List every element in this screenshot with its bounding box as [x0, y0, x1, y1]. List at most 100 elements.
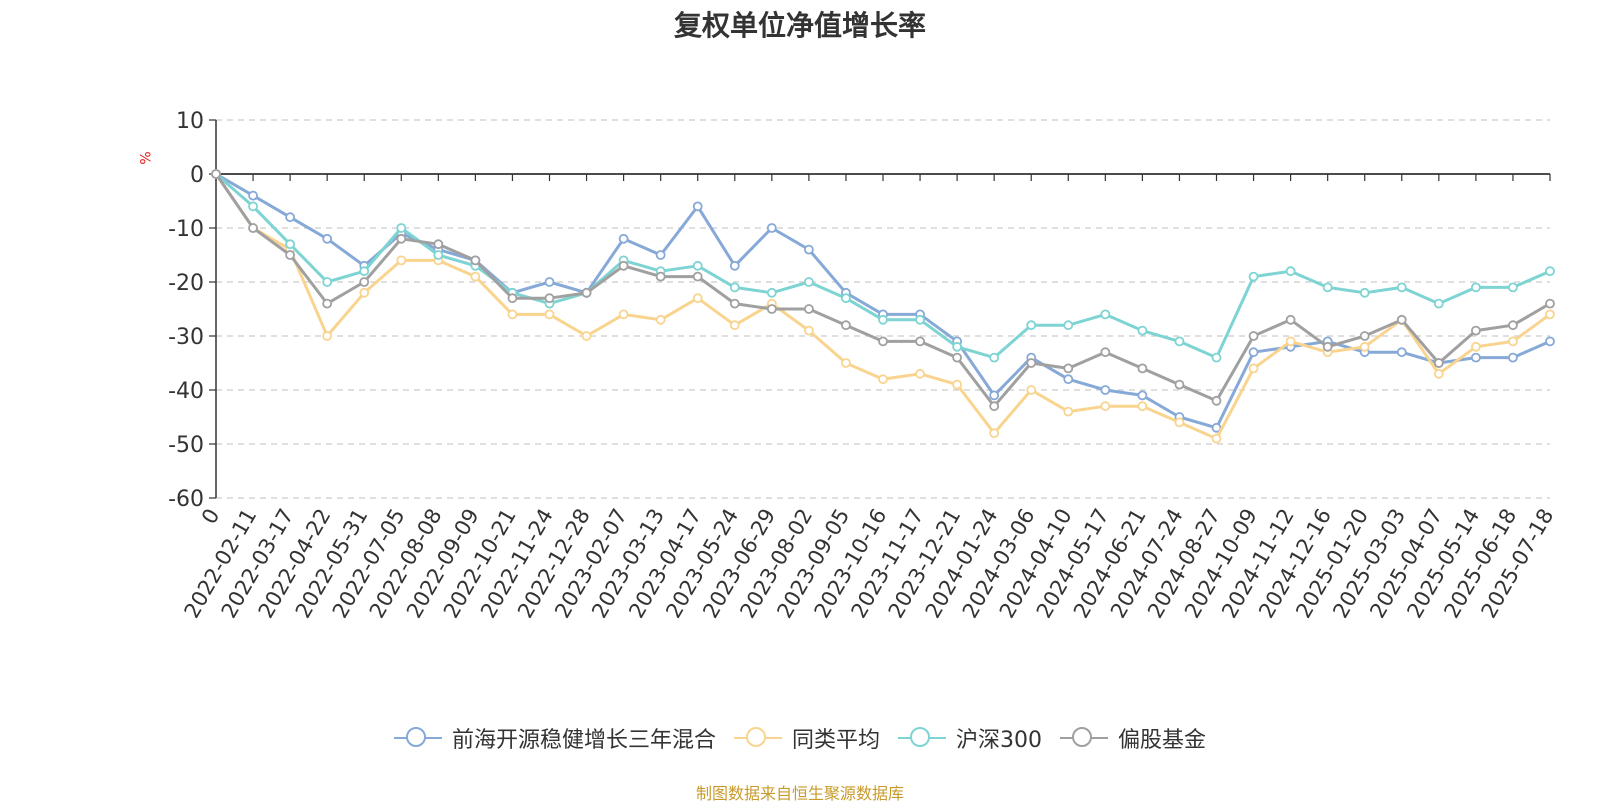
data-point — [248, 190, 258, 201]
data-point — [915, 336, 925, 347]
data-point — [359, 287, 370, 298]
data-point — [618, 260, 629, 271]
data-point — [952, 341, 963, 352]
legend-item-3[interactable]: 沪深300 — [898, 722, 1042, 754]
data-point — [952, 352, 963, 363]
data-point — [841, 358, 851, 368]
data-point — [952, 379, 963, 390]
data-point — [1359, 331, 1370, 341]
data-point — [544, 293, 555, 304]
line-chart: 100-10-20-30-40-50-6002022-02-112022-03-… — [168, 109, 1558, 622]
data-point — [655, 271, 666, 282]
data-point — [581, 287, 592, 298]
data-point — [1248, 331, 1259, 341]
data-point — [285, 212, 296, 223]
data-point — [507, 309, 518, 320]
data-point — [841, 320, 851, 331]
data-point — [359, 277, 370, 287]
data-point — [1026, 320, 1037, 331]
data-point — [1470, 325, 1481, 336]
data-point — [841, 293, 851, 304]
data-point — [1248, 363, 1259, 374]
data-point — [211, 169, 221, 179]
data-point — [396, 223, 407, 233]
data-point — [359, 266, 370, 277]
data-point — [1174, 379, 1185, 390]
data-point — [581, 331, 592, 341]
data-point — [692, 201, 703, 212]
data-point — [1063, 406, 1074, 417]
data-point — [396, 233, 407, 244]
data-point — [1100, 347, 1111, 358]
legend-marker-icon — [898, 727, 946, 749]
data-point — [1359, 341, 1370, 352]
data-point — [655, 314, 666, 325]
data-point — [692, 271, 703, 282]
data-point — [248, 201, 258, 212]
legend-marker-icon — [733, 727, 782, 749]
data-point — [915, 314, 925, 325]
data-point — [766, 287, 777, 298]
data-point — [989, 401, 1000, 412]
data-point — [470, 271, 481, 282]
data-point — [803, 277, 814, 287]
legend-label: 前海开源稳健增长三年混合 — [451, 728, 716, 753]
data-point — [1508, 336, 1518, 347]
data-point — [285, 239, 296, 250]
data-point — [989, 428, 1000, 439]
legend-item-4[interactable]: 偏股基金 — [1060, 722, 1206, 754]
data-point — [544, 309, 555, 320]
data-point — [655, 250, 666, 260]
data-point — [248, 223, 258, 233]
legend-label: 沪深300 — [956, 728, 1042, 753]
y-tick-label: -30 — [168, 325, 204, 350]
data-point — [1470, 282, 1481, 293]
data-point — [1137, 401, 1148, 412]
data-point — [433, 239, 444, 250]
data-point — [618, 233, 629, 244]
data-point — [803, 325, 814, 336]
data-point — [1063, 374, 1074, 385]
legend-item-1[interactable]: 前海开源稳健增长三年混合 — [393, 722, 716, 754]
data-point — [322, 298, 333, 309]
legend-marker-icon — [393, 727, 442, 749]
series-line-2 — [214, 172, 1552, 441]
chart-legend: 前海开源稳健增长三年混合 同类平均 沪深300 偏股基金 — [0, 722, 1600, 754]
data-point — [1174, 417, 1185, 428]
data-point — [729, 320, 740, 331]
series-line-3 — [214, 172, 1552, 360]
legend-marker-icon — [1060, 727, 1108, 749]
data-point — [1100, 401, 1111, 412]
data-point — [1322, 282, 1333, 293]
data-point — [285, 250, 296, 260]
data-point — [803, 304, 814, 314]
data-point — [1285, 336, 1296, 347]
data-point — [1396, 314, 1407, 325]
data-point — [1248, 347, 1259, 358]
data-point — [729, 298, 740, 309]
legend-item-2[interactable]: 同类平均 — [733, 722, 880, 754]
data-point — [1248, 271, 1259, 282]
data-point — [1063, 363, 1074, 374]
legend-label: 同类平均 — [791, 728, 880, 753]
y-tick-label: -10 — [168, 217, 204, 242]
y-tick-label: -20 — [168, 271, 204, 296]
data-point — [878, 374, 888, 385]
data-point — [1545, 266, 1555, 277]
data-point — [1211, 422, 1222, 433]
data-point — [1433, 368, 1444, 379]
data-point — [618, 309, 629, 320]
data-point — [1211, 433, 1222, 444]
y-tick-label: -60 — [168, 487, 204, 512]
data-point — [1470, 352, 1481, 363]
chart-title: 复权单位净值增长率 — [673, 9, 926, 42]
data-point — [878, 336, 888, 347]
data-point — [803, 244, 814, 255]
data-point — [507, 293, 518, 304]
data-point — [1285, 314, 1296, 325]
y-tick-label: 0 — [190, 163, 204, 188]
data-point — [1322, 341, 1333, 352]
data-point — [1174, 336, 1185, 347]
data-point — [1359, 287, 1370, 298]
y-tick-label: -50 — [168, 433, 204, 458]
